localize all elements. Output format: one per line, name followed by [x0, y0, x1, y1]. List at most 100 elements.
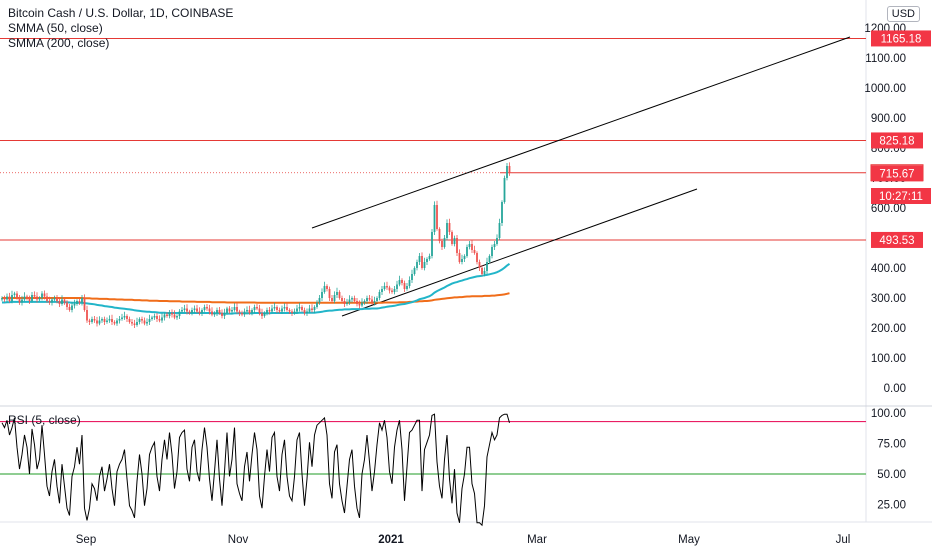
candle[interactable] [168, 310, 171, 319]
candle[interactable] [8, 292, 11, 303]
candle[interactable] [298, 302, 301, 312]
candle[interactable] [383, 282, 386, 291]
candle[interactable] [341, 295, 343, 304]
candle[interactable] [33, 291, 36, 299]
candle[interactable] [191, 307, 193, 316]
time-axis[interactable]: Sep Nov 2021 Mar May Jul [76, 534, 851, 546]
candle[interactable] [113, 320, 116, 326]
candle[interactable] [161, 313, 163, 323]
candle[interactable] [493, 241, 496, 250]
candle[interactable] [323, 281, 326, 294]
candle[interactable] [256, 304, 258, 311]
candle[interactable] [73, 299, 76, 309]
candle[interactable] [53, 295, 56, 302]
candle[interactable] [23, 292, 26, 302]
candle[interactable] [416, 259, 418, 271]
candle[interactable] [453, 235, 456, 247]
candle[interactable] [96, 316, 98, 327]
candle[interactable] [173, 310, 176, 320]
candle[interactable] [91, 316, 93, 324]
candle[interactable] [281, 305, 283, 314]
candle[interactable] [388, 285, 391, 294]
candle[interactable] [243, 308, 246, 317]
candle[interactable] [41, 291, 43, 301]
candle[interactable] [141, 316, 143, 324]
candle[interactable] [361, 298, 363, 308]
candle[interactable] [148, 314, 151, 325]
candle[interactable] [146, 318, 148, 326]
candle[interactable] [88, 318, 91, 325]
candle[interactable] [43, 290, 46, 300]
candle[interactable] [433, 201, 436, 235]
candle[interactable] [18, 295, 21, 305]
candle[interactable] [346, 298, 348, 306]
candle[interactable] [373, 296, 376, 306]
candle[interactable] [131, 319, 133, 326]
candle[interactable] [171, 309, 173, 318]
candle[interactable] [111, 314, 113, 325]
candle[interactable] [378, 289, 381, 301]
candle[interactable] [491, 244, 493, 259]
candle[interactable] [208, 304, 211, 315]
candle[interactable] [116, 318, 118, 326]
candle[interactable] [176, 314, 178, 320]
candle[interactable] [466, 244, 468, 258]
candle[interactable] [366, 295, 368, 304]
candle[interactable] [293, 308, 296, 315]
candle[interactable] [273, 302, 276, 311]
candle[interactable] [136, 317, 138, 327]
candle[interactable] [48, 296, 51, 305]
candle[interactable] [38, 296, 41, 302]
candle[interactable] [16, 291, 18, 300]
candle[interactable] [413, 266, 416, 276]
candle[interactable] [203, 304, 206, 312]
candle[interactable] [58, 297, 61, 307]
candle[interactable] [398, 275, 401, 287]
candle[interactable] [76, 299, 78, 306]
candle[interactable] [156, 313, 158, 322]
candle[interactable] [221, 309, 223, 319]
candle[interactable] [246, 306, 248, 315]
candle[interactable] [318, 295, 321, 305]
candle[interactable] [231, 307, 233, 315]
candle[interactable] [353, 295, 356, 303]
trend-lines[interactable] [311, 36, 851, 317]
candle[interactable] [338, 290, 341, 300]
candle[interactable] [201, 308, 203, 316]
candle[interactable] [108, 315, 111, 323]
candle[interactable] [126, 314, 128, 322]
candle[interactable] [31, 292, 33, 303]
candle[interactable] [13, 291, 16, 298]
smma50-legend[interactable]: SMMA (50, close) [8, 21, 103, 35]
candle[interactable] [436, 200, 438, 231]
candle[interactable] [506, 163, 508, 181]
candle[interactable] [501, 200, 503, 226]
candle[interactable] [36, 292, 38, 303]
candle[interactable] [1, 296, 3, 302]
candle[interactable] [418, 253, 421, 265]
candle[interactable] [441, 238, 443, 250]
candle[interactable] [428, 253, 431, 261]
candle[interactable] [461, 254, 463, 265]
candle[interactable] [251, 308, 253, 316]
candle[interactable] [481, 265, 483, 276]
candle[interactable] [211, 307, 213, 317]
candle[interactable] [86, 305, 88, 323]
candle[interactable] [248, 305, 251, 315]
candle[interactable] [381, 286, 383, 295]
candle[interactable] [26, 294, 28, 301]
candle[interactable] [128, 316, 131, 324]
horizontal-levels[interactable] [0, 37, 866, 241]
candle[interactable] [508, 162, 511, 176]
candle[interactable] [326, 284, 328, 292]
candle[interactable] [188, 309, 191, 315]
candle[interactable] [386, 281, 388, 290]
candle[interactable] [216, 307, 218, 316]
candle[interactable] [153, 313, 156, 320]
candle[interactable] [78, 298, 81, 305]
candle[interactable] [343, 298, 346, 307]
candle[interactable] [476, 251, 478, 265]
candle[interactable] [393, 286, 396, 295]
candle[interactable] [68, 304, 71, 312]
